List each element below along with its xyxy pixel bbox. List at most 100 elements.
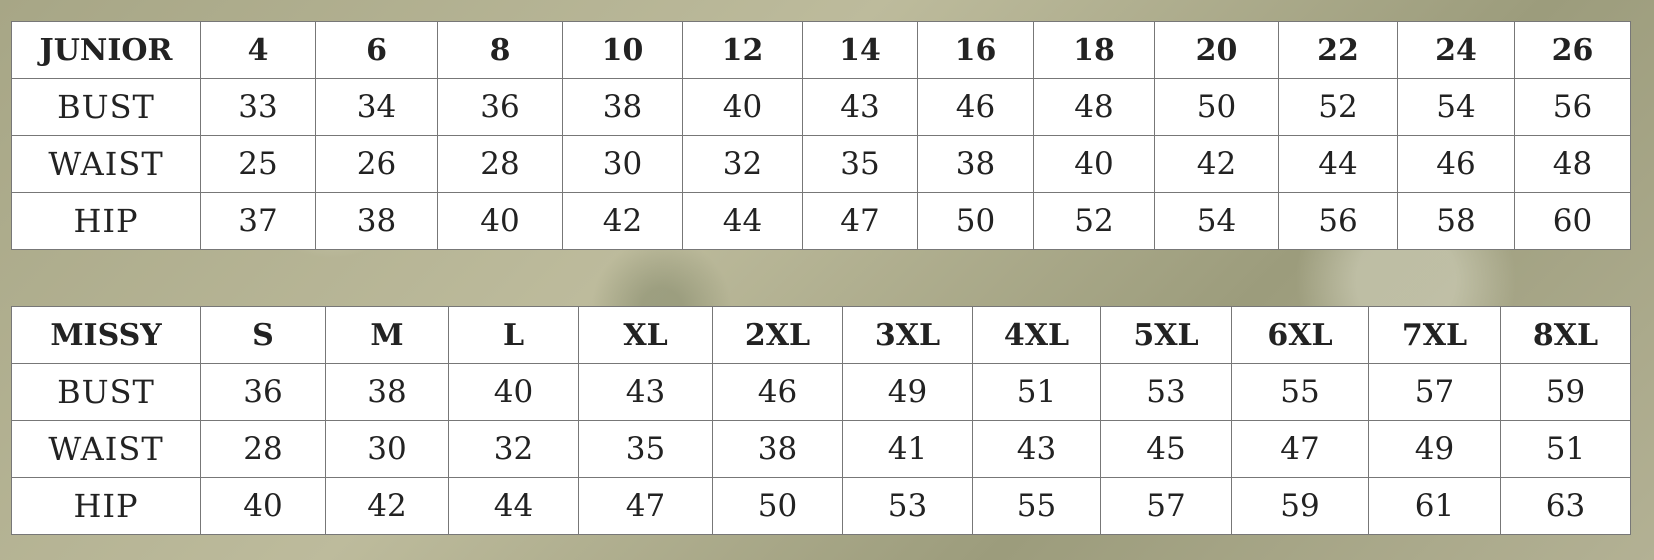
measurement-value: 46: [712, 363, 843, 421]
measurement-value: 32: [448, 420, 579, 478]
header-row: JUNIOR 4 6 8 10 12 14 16 18 20 22 24 26: [11, 21, 1631, 79]
measurement-value: 42: [325, 477, 449, 535]
measurement-value: 63: [1500, 477, 1631, 535]
measurement-value: 49: [842, 363, 973, 421]
table-row: WAIST 28 30 32 35 38 41 43 45 47 49 51: [11, 420, 1631, 478]
size-header: 14: [802, 21, 918, 79]
size-header: L: [448, 306, 579, 364]
measurement-value: 43: [578, 363, 713, 421]
size-header: 20: [1154, 21, 1279, 79]
size-header: 12: [682, 21, 803, 79]
size-header: 24: [1397, 21, 1515, 79]
size-header: 6XL: [1231, 306, 1369, 364]
measurement-value: 38: [315, 192, 438, 250]
measurement-value: 47: [1231, 420, 1369, 478]
size-header: 16: [917, 21, 1034, 79]
measurement-value: 50: [917, 192, 1034, 250]
measurement-value: 26: [315, 135, 438, 193]
measurement-value: 53: [842, 477, 973, 535]
table-row: BUST 36 38 40 43 46 49 51 53 55 57 59: [11, 363, 1631, 421]
measurement-value: 44: [1278, 135, 1398, 193]
size-header: 7XL: [1368, 306, 1501, 364]
measurement-value: 56: [1278, 192, 1398, 250]
measurement-value: 40: [437, 192, 563, 250]
measurement-label: WAIST: [11, 135, 201, 193]
measurement-value: 44: [682, 192, 803, 250]
measurement-value: 25: [200, 135, 316, 193]
size-header: 22: [1278, 21, 1398, 79]
measurement-value: 43: [972, 420, 1101, 478]
size-header: 3XL: [842, 306, 973, 364]
measurement-value: 52: [1278, 78, 1398, 136]
measurement-value: 49: [1368, 420, 1501, 478]
measurement-value: 55: [1231, 363, 1369, 421]
measurement-value: 42: [562, 192, 683, 250]
measurement-value: 37: [200, 192, 316, 250]
measurement-value: 54: [1397, 78, 1515, 136]
measurement-value: 34: [315, 78, 438, 136]
measurement-value: 28: [437, 135, 563, 193]
measurement-value: 38: [562, 78, 683, 136]
size-header: 8XL: [1500, 306, 1631, 364]
junior-size-table: JUNIOR 4 6 8 10 12 14 16 18 20 22 24 26 BUST 33 34 36 38 4…: [11, 21, 1631, 250]
measurement-label: BUST: [11, 78, 201, 136]
measurement-label: BUST: [11, 363, 201, 421]
measurement-value: 30: [562, 135, 683, 193]
measurement-value: 58: [1397, 192, 1515, 250]
measurement-value: 51: [972, 363, 1101, 421]
size-header: 26: [1514, 21, 1631, 79]
category-header: JUNIOR: [11, 21, 201, 79]
measurement-value: 40: [200, 477, 326, 535]
measurement-value: 43: [802, 78, 918, 136]
table-row: BUST 33 34 36 38 40 43 46 48 50 52 54 56: [11, 78, 1631, 136]
measurement-value: 46: [1397, 135, 1515, 193]
table-row: WAIST 25 26 28 30 32 35 38 40 42 44 46 48: [11, 135, 1631, 193]
measurement-value: 44: [448, 477, 579, 535]
size-header: S: [200, 306, 326, 364]
table-row: HIP 40 42 44 47 50 53 55 57 59 61 63: [11, 477, 1631, 535]
measurement-value: 51: [1500, 420, 1631, 478]
size-header: 8: [437, 21, 563, 79]
measurement-value: 40: [682, 78, 803, 136]
measurement-value: 28: [200, 420, 326, 478]
measurement-value: 59: [1500, 363, 1631, 421]
measurement-value: 52: [1033, 192, 1155, 250]
measurement-value: 60: [1514, 192, 1631, 250]
measurement-value: 40: [1033, 135, 1155, 193]
table-row: HIP 37 38 40 42 44 47 50 52 54 56 58 60: [11, 192, 1631, 250]
size-header: 4: [200, 21, 316, 79]
measurement-value: 40: [448, 363, 579, 421]
size-header: 6: [315, 21, 438, 79]
measurement-value: 42: [1154, 135, 1279, 193]
measurement-value: 36: [200, 363, 326, 421]
measurement-value: 38: [325, 363, 449, 421]
measurement-label: WAIST: [11, 420, 201, 478]
measurement-label: HIP: [11, 192, 201, 250]
size-header: 4XL: [972, 306, 1101, 364]
measurement-value: 36: [437, 78, 563, 136]
size-header: 2XL: [712, 306, 843, 364]
measurement-value: 47: [802, 192, 918, 250]
measurement-value: 35: [802, 135, 918, 193]
measurement-value: 33: [200, 78, 316, 136]
measurement-value: 47: [578, 477, 713, 535]
measurement-value: 57: [1368, 363, 1501, 421]
size-header: 5XL: [1100, 306, 1232, 364]
category-header: MISSY: [11, 306, 201, 364]
measurement-value: 50: [712, 477, 843, 535]
missy-size-table: MISSY S M L XL 2XL 3XL 4XL 5XL 6XL 7XL 8XL BUST 36 38 4…: [11, 306, 1631, 535]
measurement-value: 61: [1368, 477, 1501, 535]
measurement-value: 57: [1100, 477, 1232, 535]
measurement-value: 50: [1154, 78, 1279, 136]
measurement-value: 54: [1154, 192, 1279, 250]
measurement-value: 55: [972, 477, 1101, 535]
measurement-value: 38: [917, 135, 1034, 193]
measurement-value: 53: [1100, 363, 1232, 421]
size-header: 10: [562, 21, 683, 79]
measurement-value: 35: [578, 420, 713, 478]
measurement-value: 30: [325, 420, 449, 478]
header-row: MISSY S M L XL 2XL 3XL 4XL 5XL 6XL 7XL 8XL: [11, 306, 1631, 364]
measurement-value: 56: [1514, 78, 1631, 136]
measurement-value: 41: [842, 420, 973, 478]
measurement-value: 46: [917, 78, 1034, 136]
